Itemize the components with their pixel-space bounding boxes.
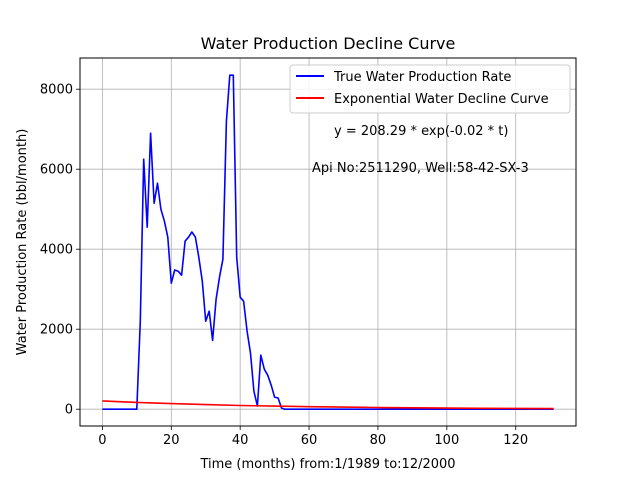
axes-frame: [79, 57, 577, 427]
legend-label-exponential: Exponential Water Decline Curve: [334, 92, 549, 107]
chart-title: Water Production Decline Curve: [201, 34, 456, 53]
x-axis-ticks: 0 20 40 60 80 100 120: [98, 426, 528, 448]
legend-label-true-water: True Water Production Rate: [333, 70, 511, 85]
x-tick-label: 80: [370, 433, 387, 448]
y-axis-ticks: 0 2000 4000 6000 8000: [40, 83, 80, 418]
x-tick-label: 0: [98, 433, 106, 448]
grid-lines: [80, 58, 576, 426]
y-tick-label: 4000: [40, 243, 73, 258]
series-line-true-water-rate: [102, 74, 554, 411]
y-tick-label: 8000: [40, 83, 73, 98]
x-tick-label: 20: [163, 433, 180, 448]
equation-annotation: y = 208.29 * exp(-0.02 * t): [334, 124, 508, 139]
x-tick-label: 100: [434, 433, 459, 448]
well-annotation: Api No:2511290, Well:58-42-SX-3: [312, 161, 529, 176]
y-tick-label: 0: [65, 403, 73, 418]
legend-box: [289, 64, 571, 114]
y-axis-label: Water Production Rate (bbl/month): [15, 129, 30, 356]
x-tick-label: 40: [232, 433, 249, 448]
series-line-exponential-decline: [102, 400, 554, 410]
plot-area: [102, 74, 554, 411]
legend: True Water Production Rate Exponential W…: [289, 64, 571, 114]
x-tick-label: 60: [301, 433, 318, 448]
x-tick-label: 120: [503, 433, 528, 448]
y-tick-label: 6000: [40, 163, 73, 178]
y-tick-label: 2000: [40, 323, 73, 338]
x-axis-label: Time (months) from:1/1989 to:12/2000: [199, 457, 455, 472]
